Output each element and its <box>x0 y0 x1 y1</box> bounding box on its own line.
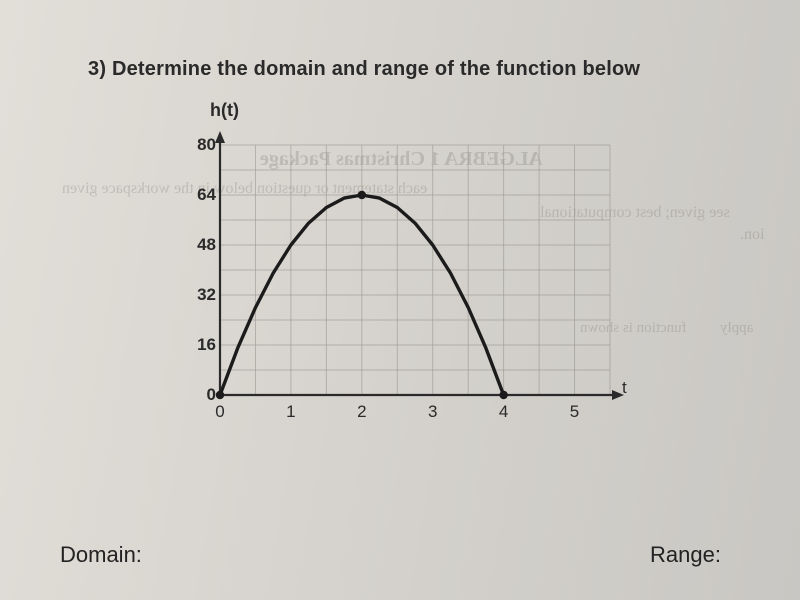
x-axis-label: t <box>622 378 627 398</box>
domain-label: Domain: <box>60 542 142 568</box>
question-text: 3) Determine the domain and range of the… <box>88 58 640 81</box>
worksheet-page: 3) Determine the domain and range of the… <box>0 0 800 600</box>
y-tick-label: 64 <box>176 185 216 205</box>
y-axis-label: h(t) <box>210 100 239 121</box>
x-tick-label: 4 <box>489 402 519 422</box>
y-tick-label: 16 <box>176 335 216 355</box>
y-tick-label: 80 <box>176 135 216 155</box>
chart-area: t 01632486480012345 <box>170 120 640 420</box>
x-tick-label: 0 <box>205 402 235 422</box>
ghost-line-5: ion. <box>740 226 764 244</box>
y-tick-label: 32 <box>176 285 216 305</box>
range-label: Range: <box>650 542 721 568</box>
x-tick-label: 1 <box>276 402 306 422</box>
ghost-line-6: apply <box>720 320 753 337</box>
chart-svg <box>170 120 640 420</box>
x-tick-label: 5 <box>560 402 590 422</box>
x-tick-label: 2 <box>347 402 377 422</box>
y-tick-label: 48 <box>176 235 216 255</box>
x-tick-label: 3 <box>418 402 448 422</box>
